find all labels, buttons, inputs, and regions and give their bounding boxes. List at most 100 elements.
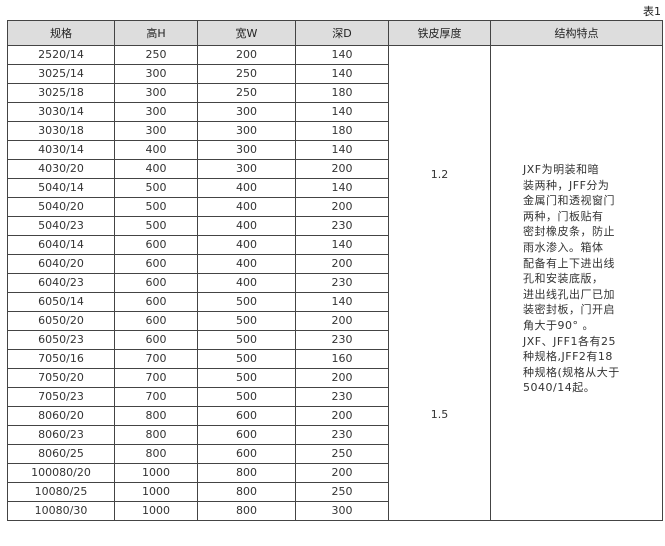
table-cell: 230 [295, 425, 389, 445]
table-cell: 300 [114, 121, 198, 141]
table-cell: 250 [197, 64, 296, 84]
table-cell: 6040/14 [7, 235, 115, 255]
table-cell: 230 [295, 330, 389, 350]
table-cell: 300 [197, 140, 296, 160]
thickness-cell: 1.2 1.5 [388, 45, 491, 521]
table-cell: 7050/23 [7, 387, 115, 407]
table-cell: 300 [295, 501, 389, 521]
table-cell: 700 [114, 368, 198, 388]
table-row: 4030/20 400 300 200 [7, 159, 663, 179]
table-cell: 5040/23 [7, 216, 115, 236]
table-row: 6050/23 600 500 230 [7, 330, 663, 350]
thickness-value: 1.2 [430, 168, 449, 181]
table-cell: 500 [197, 368, 296, 388]
table-cell: 7050/20 [7, 368, 115, 388]
table-cell: 5040/20 [7, 197, 115, 217]
thickness-value: 1.5 [430, 408, 449, 421]
table-cell: 400 [114, 140, 198, 160]
table-cell: 500 [197, 311, 296, 331]
table-cell: 200 [295, 406, 389, 426]
column-header: 高H [114, 20, 198, 46]
table-cell: 700 [114, 349, 198, 369]
table-row: 100080/20 1000 800 200 [7, 463, 663, 483]
table-cell: 1000 [114, 482, 198, 502]
table-cell: 800 [197, 501, 296, 521]
features-text: JXF为明装和暗 装两种，JFF分为 金属门和透视窗门 两种，门板贴有 密封橡皮… [523, 163, 620, 395]
table-cell: 800 [114, 444, 198, 464]
table-cell: 6050/14 [7, 292, 115, 312]
table-row: 2520/14 250 200 140 1.2 1.5 JXF为明装和暗 装两种，JFF分为… [7, 45, 663, 521]
column-header: 宽W [197, 20, 296, 46]
table-cell: 400 [197, 216, 296, 236]
table-cell: 140 [295, 64, 389, 84]
table-row: 6040/23 600 400 230 [7, 273, 663, 293]
table-row: 3030/18 300 300 180 [7, 121, 663, 141]
table-cell: 600 [114, 273, 198, 293]
table-cell: 140 [295, 45, 389, 65]
table-cell: 10080/30 [7, 501, 115, 521]
table-cell: 6040/23 [7, 273, 115, 293]
table-row: 10080/25 1000 800 250 [7, 482, 663, 502]
table-cell: 400 [197, 273, 296, 293]
table-cell: 140 [295, 140, 389, 160]
table-cell: 400 [197, 254, 296, 274]
table-row: 6040/14 600 400 140 [7, 235, 663, 255]
spec-table: 规格 高H 宽W 深D 铁皮厚度 结构特点 2520/14 250 200 140 1.2 1.5 J… [7, 20, 663, 521]
table-cell: 100080/20 [7, 463, 115, 483]
column-header: 深D [295, 20, 389, 46]
column-header: 规格 [7, 20, 115, 46]
table-cell: 230 [295, 216, 389, 236]
table-cell: 140 [295, 102, 389, 122]
table-row: 10080/30 1000 800 300 [7, 501, 663, 521]
table-row: 5040/14 500 400 140 [7, 178, 663, 198]
table-cell: 200 [295, 463, 389, 483]
table-cell: 8060/23 [7, 425, 115, 445]
table-cell: 500 [114, 178, 198, 198]
table-cell: 800 [114, 406, 198, 426]
column-header: 结构特点 [490, 20, 663, 46]
table-cell: 800 [197, 482, 296, 502]
table-cell: 400 [197, 235, 296, 255]
table-cell: 250 [114, 45, 198, 65]
table-cell: 300 [114, 83, 198, 103]
table-cell: 800 [197, 463, 296, 483]
table-row: 5040/23 500 400 230 [7, 216, 663, 236]
table-row: 3030/14 300 300 140 [7, 102, 663, 122]
table-cell: 400 [197, 178, 296, 198]
table-cell: 250 [295, 444, 389, 464]
table-cell: 3025/14 [7, 64, 115, 84]
table-cell: 230 [295, 273, 389, 293]
table-cell: 10080/25 [7, 482, 115, 502]
table-cell: 6040/20 [7, 254, 115, 274]
table-cell: 160 [295, 349, 389, 369]
table-cell: 300 [114, 102, 198, 122]
table-row: 4030/14 400 300 140 [7, 140, 663, 160]
table-cell: 600 [114, 254, 198, 274]
table-cell: 3025/18 [7, 83, 115, 103]
table-cell: 140 [295, 178, 389, 198]
table-cell: 600 [114, 292, 198, 312]
table-cell: 600 [197, 406, 296, 426]
table-cell: 500 [197, 349, 296, 369]
table-cell: 6050/20 [7, 311, 115, 331]
table-cell: 500 [197, 387, 296, 407]
table-cell: 1000 [114, 463, 198, 483]
table-cell: 4030/20 [7, 159, 115, 179]
table-cell: 700 [114, 387, 198, 407]
table-cell: 6050/23 [7, 330, 115, 350]
table-cell: 500 [197, 292, 296, 312]
table-cell: 3030/18 [7, 121, 115, 141]
table-cell: 180 [295, 121, 389, 141]
features-cell: JXF为明装和暗 装两种，JFF分为 金属门和透视窗门 两种，门板贴有 密封橡皮… [490, 45, 663, 521]
table-cell: 230 [295, 387, 389, 407]
table-cell: 8060/25 [7, 444, 115, 464]
table-cell: 7050/16 [7, 349, 115, 369]
table-cell: 1000 [114, 501, 198, 521]
table-cell: 500 [114, 216, 198, 236]
table-cell: 600 [114, 330, 198, 350]
table-cell: 500 [114, 197, 198, 217]
table-cell: 600 [114, 235, 198, 255]
table-cell: 400 [197, 197, 296, 217]
table-cell: 200 [197, 45, 296, 65]
table-cell: 5040/14 [7, 178, 115, 198]
